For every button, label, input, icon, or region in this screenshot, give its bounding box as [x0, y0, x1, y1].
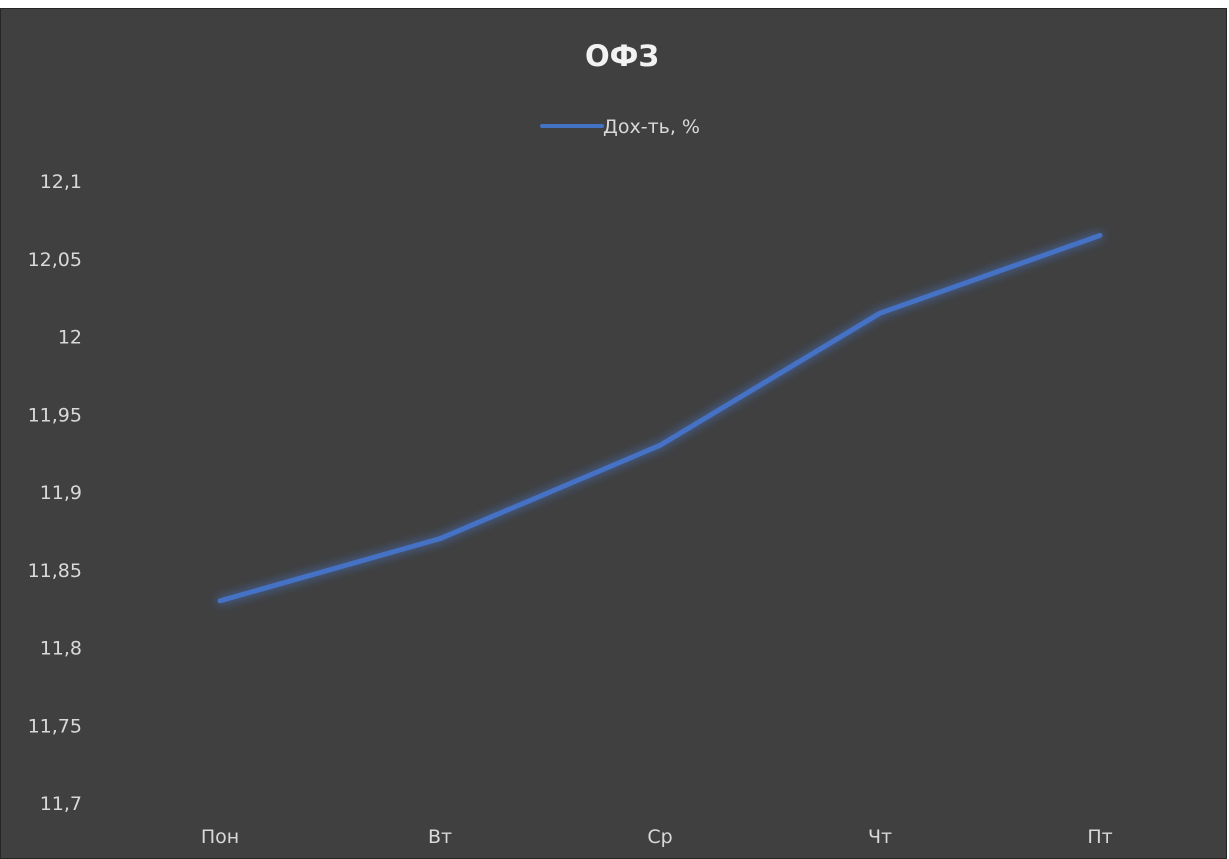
x-tick-label: Ср [647, 826, 672, 848]
x-axis: Пон Вт Ср Чт Пт [201, 826, 1113, 848]
y-tick-label: 11,75 [28, 715, 82, 737]
y-tick-label: 11,9 [40, 482, 82, 504]
y-tick-label: 12,1 [40, 171, 82, 193]
y-tick-label: 11,7 [40, 793, 82, 815]
y-tick-label: 11,85 [28, 560, 82, 582]
x-tick-label: Вт [428, 826, 452, 848]
x-tick-label: Пон [201, 826, 239, 848]
chart-area [0, 8, 1227, 859]
x-tick-label: Чт [868, 826, 892, 848]
legend: Дох-ть, % [540, 116, 700, 138]
legend-label: Дох-ть, % [603, 116, 700, 138]
series-line [217, 232, 1103, 604]
y-axis: 11,7 11,75 11,8 11,85 11,9 11,95 12 12,05 12,1 [28, 171, 82, 815]
x-tick-label: Пт [1087, 826, 1112, 848]
series-group [217, 232, 1103, 604]
y-tick-label: 12 [58, 327, 82, 349]
y-tick-label: 12,05 [28, 249, 82, 271]
y-tick-label: 11,95 [28, 404, 82, 426]
y-tick-label: 11,8 [40, 638, 82, 660]
chart-title: ОФЗ [585, 39, 659, 73]
